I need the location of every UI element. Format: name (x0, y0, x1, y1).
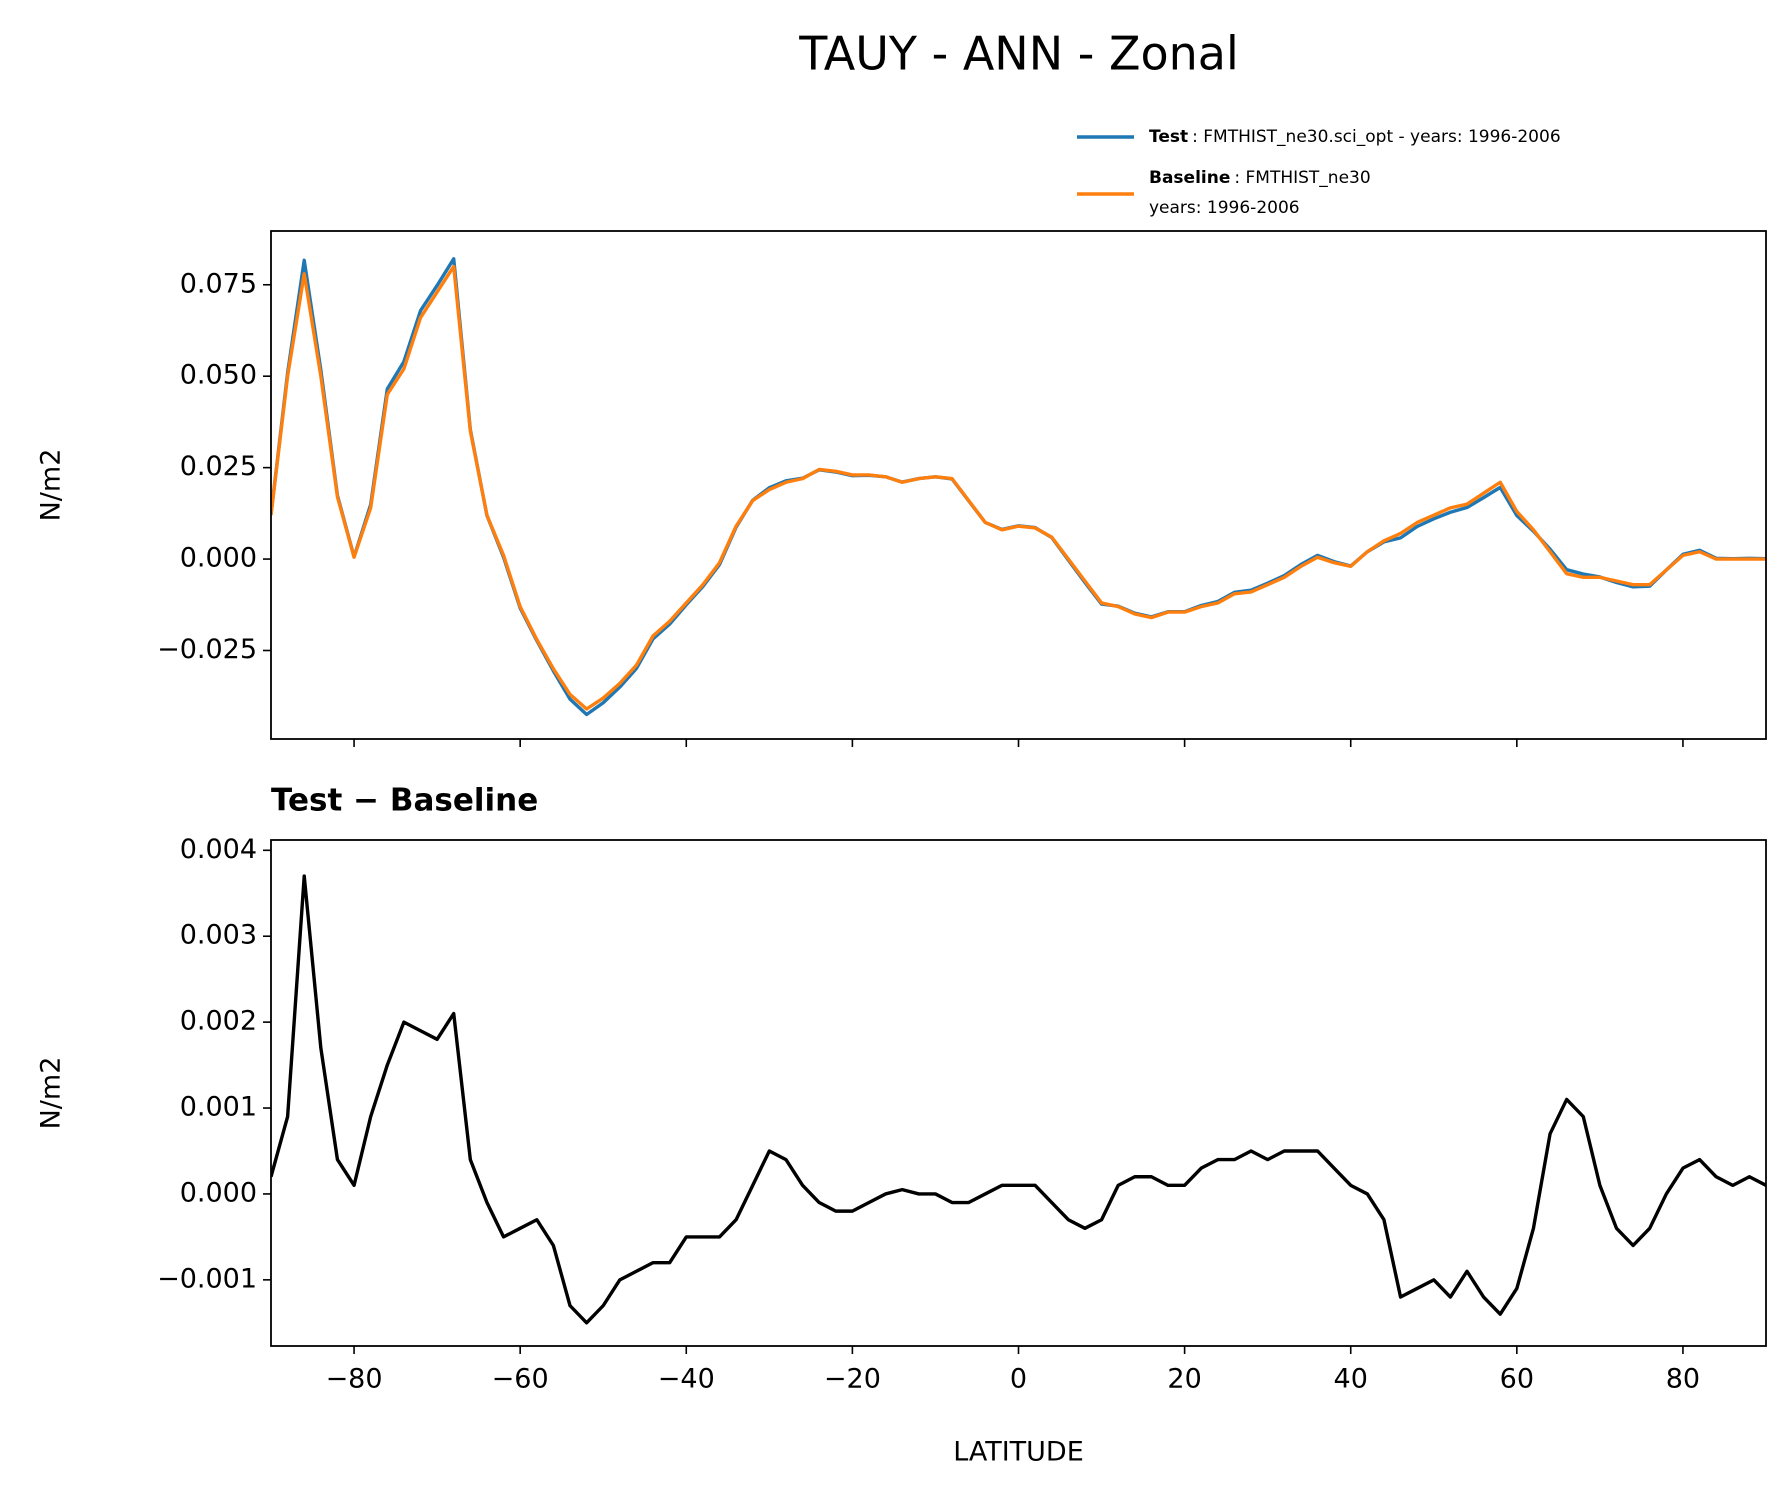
legend-detail: years: 1996-2006 (1149, 198, 1300, 218)
legend-detail: : FMTHIST_ne30 (1234, 168, 1370, 188)
data-line (271, 257, 1766, 717)
data-line (271, 264, 1766, 711)
plot-lines (271, 257, 1766, 717)
legend-label: Baseline: FMTHIST_ne30 (1149, 168, 1371, 188)
plot-frame (270, 230, 1767, 740)
x-tick-label: −20 (824, 1364, 881, 1395)
plot-lines (271, 874, 1766, 1325)
y-tick-label: 0.004 (180, 834, 257, 865)
x-tick-label: 80 (1666, 1364, 1700, 1395)
y-tick-label: 0.003 (180, 920, 257, 951)
y-tick-label: 0.075 (180, 268, 257, 299)
x-tick-label: 0 (1010, 1364, 1027, 1395)
legend-name: Test (1149, 127, 1188, 147)
x-tick-label: 60 (1500, 1364, 1534, 1395)
chart-title: TAUY - ANN - Zonal (798, 27, 1239, 81)
x-tick-label: 40 (1334, 1364, 1368, 1395)
y-axis-label: N/m2 (36, 449, 67, 522)
y-tick-label: 0.050 (180, 360, 257, 391)
y-tick-label: −0.025 (157, 634, 257, 665)
y-tick-label: 0.001 (180, 1092, 257, 1123)
y-tick-label: 0.000 (180, 543, 257, 574)
subplot-title: Test − Baseline (271, 783, 538, 819)
data-line (271, 874, 1766, 1325)
x-tick-label: −80 (326, 1364, 383, 1395)
legend-label: Test: FMTHIST_ne30.sci_opt - years: 1996… (1149, 127, 1561, 147)
y-axis-label: N/m2 (36, 1057, 67, 1130)
y-tick-label: 0.002 (180, 1006, 257, 1037)
x-tick-label: 20 (1167, 1364, 1201, 1395)
y-tick-label: 0.000 (180, 1177, 257, 1208)
legend-name: Baseline (1149, 168, 1230, 188)
y-tick-label: 0.025 (180, 451, 257, 482)
x-axis-label: LATITUDE (953, 1437, 1084, 1468)
legend-detail: : FMTHIST_ne30.sci_opt - years: 1996-200… (1192, 127, 1561, 147)
x-tick-label: −60 (492, 1364, 549, 1395)
x-tick-label: −40 (658, 1364, 715, 1395)
plot-frame (270, 839, 1767, 1347)
y-tick-label: −0.001 (157, 1263, 257, 1294)
